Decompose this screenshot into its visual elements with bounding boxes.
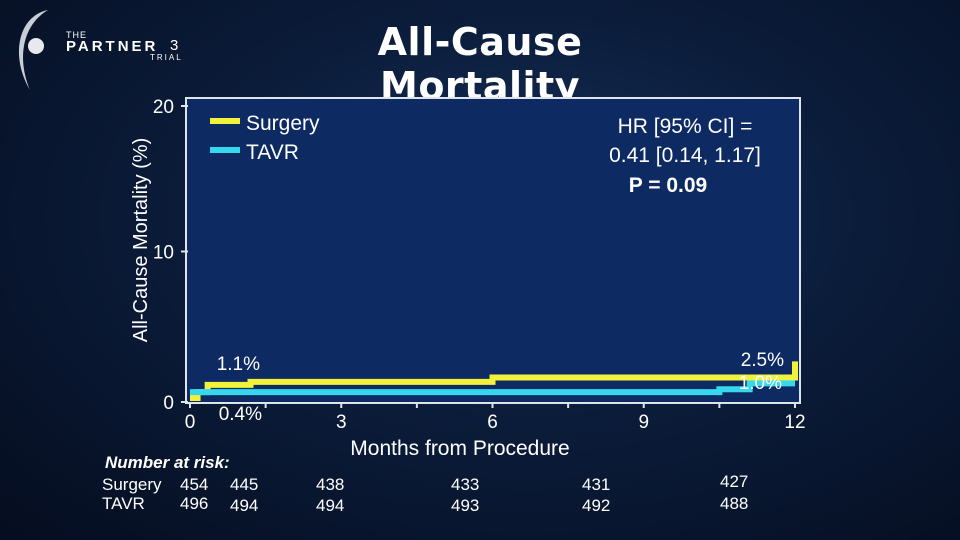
y-tick-label-0: 0 [163,393,174,414]
x-tick-label-9: 9 [638,412,649,433]
risk-tavr-0: 496 [180,494,209,513]
risk-surgery-6: 433 [451,475,480,494]
x-tick-label-0: 0 [185,412,196,433]
y-tick-label-10: 10 [153,243,174,264]
risk-surgery-12: 427 [720,472,749,491]
risk-tavr-6: 493 [451,496,480,515]
x-tick-label-3: 3 [336,412,347,433]
logo-trial-text: TRIAL [150,53,183,62]
risk-surgery-3: 438 [316,475,345,494]
x-tick-label-6: 6 [487,412,498,433]
x-tick-label-12: 12 [784,412,805,433]
logo-dot [28,38,44,54]
y-tick-label-20: 20 [153,97,174,118]
hr-line2: 0.41 [0.14, 1.17] [609,144,761,167]
risk-surgery-1: 445 [230,475,259,494]
tavr-start-label: 0.4% [219,404,262,425]
legend-surgery-label: Surgery [246,112,320,135]
risk-tavr-9: 492 [582,496,611,515]
hr-line1: HR [95% CI] = [618,115,753,138]
axis-ticks: 0 10 20 0 3 6 9 12 [153,97,806,433]
risk-row-tavr-label: TAVR [102,494,145,513]
risk-surgery-9: 431 [582,475,611,494]
risk-row-surgery-label: Surgery [102,475,162,494]
plot-area [185,97,801,404]
surgery-end-label: 2.5% [741,350,784,371]
tavr-end-label: 1.0% [739,373,782,394]
p-value: P = 0.09 [629,174,707,197]
logo-swoosh [18,10,48,90]
risk-tavr-12: 488 [720,494,749,513]
x-axis-label: Months from Procedure [350,437,569,460]
risk-tavr-1: 494 [230,496,259,515]
series-line-tavr [190,380,795,396]
logo-the-text: THE [66,30,87,40]
risk-table-title: Number at risk: [105,453,230,472]
risk-surgery-0: 454 [180,475,209,494]
surgery-start-label: 1.1% [217,354,260,375]
logo-partner-text: PARTNER [66,38,159,55]
legend-tavr-label: TAVR [246,141,299,164]
partner-trial-logo [8,6,208,96]
logo-emblem-icon [18,10,48,90]
y-axis-label: All-Cause Mortality (%) [130,138,152,342]
logo-three-text: 3 [170,37,179,54]
risk-tavr-3: 494 [316,496,345,515]
series-lines [190,361,798,401]
